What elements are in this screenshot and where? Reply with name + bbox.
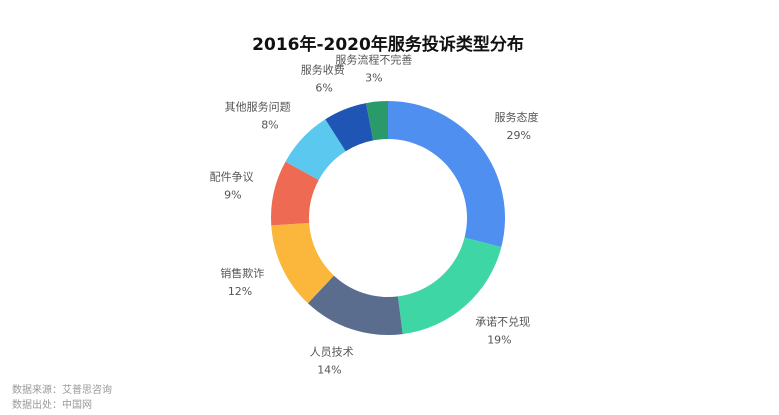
value-label: 6% xyxy=(315,82,332,95)
slice-label: 配件争议 xyxy=(210,169,254,183)
donut-slice xyxy=(325,103,374,152)
slice-label: 其他服务问题 xyxy=(225,100,291,113)
value-label: 29% xyxy=(507,129,531,142)
slice-label: 承诺不兑现 xyxy=(475,315,530,329)
value-label: 3% xyxy=(365,72,382,85)
value-label: 19% xyxy=(487,334,511,347)
value-label: 12% xyxy=(228,285,252,298)
donut-slice xyxy=(388,101,505,248)
chart-title: 2016年-2020年服务投诉类型分布 xyxy=(252,34,524,55)
donut-slice xyxy=(285,119,346,180)
donut-slice xyxy=(366,101,388,141)
value-label: 8% xyxy=(261,118,278,131)
value-label: 14% xyxy=(317,364,341,377)
value-label: 9% xyxy=(224,188,241,201)
slice-label: 服务态度 xyxy=(495,110,539,124)
slice-label: 服务收费 xyxy=(301,63,345,77)
slice-label: 服务流程不完善 xyxy=(335,53,412,67)
source-note: 数据出处：中国网 xyxy=(12,398,92,411)
slice-label: 人员技术 xyxy=(310,346,354,359)
donut-slice xyxy=(270,161,319,226)
slice-label: 销售欺诈 xyxy=(220,266,264,280)
donut-slice xyxy=(307,275,403,335)
source-note: 数据来源：艾普思咨询 xyxy=(12,383,112,396)
donut-slice xyxy=(397,237,502,335)
donut-slice xyxy=(271,222,334,304)
